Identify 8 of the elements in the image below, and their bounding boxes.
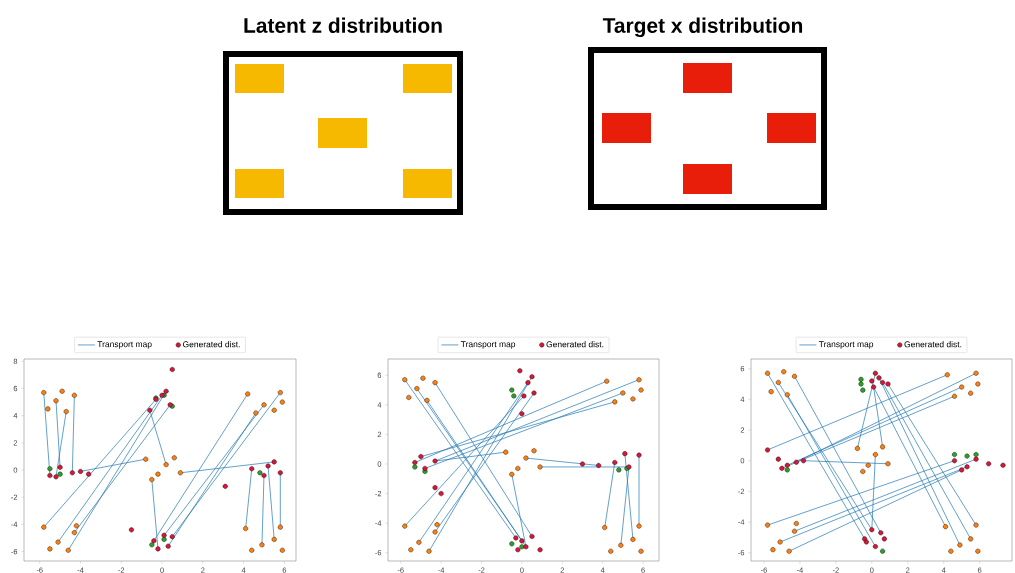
- text: Latent z distribution: [244, 17, 442, 33]
- legend-label: Generated dist.: [546, 341, 604, 348]
- legend-label: Generated dist.: [904, 341, 962, 348]
- legend-label: Transport map: [460, 341, 516, 349]
- legend-label: Generated dist.: [182, 341, 240, 348]
- legend-label: Transport map: [97, 341, 152, 349]
- legend-label: Transport map: [818, 341, 874, 349]
- text: Target x distribution: [602, 17, 803, 38]
